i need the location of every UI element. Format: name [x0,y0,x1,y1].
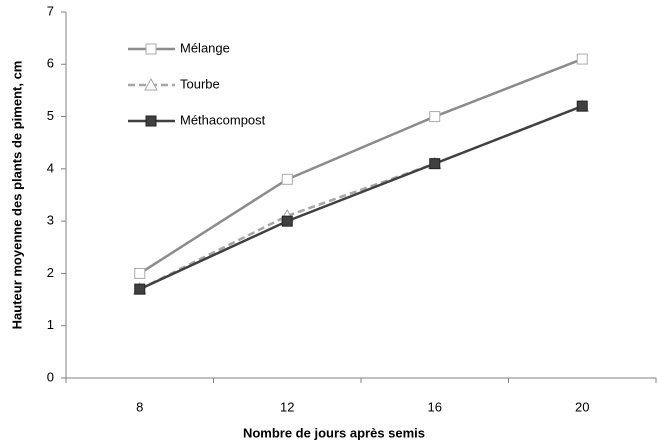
marker [429,111,441,123]
y-tick-label: 2 [47,265,54,280]
legend-marker [145,115,157,127]
y-tick-label: 1 [47,317,54,332]
y-tick-label: 3 [47,213,54,228]
x-tick-label: 8 [136,399,143,414]
legend-marker [144,77,158,91]
y-tick-label: 5 [47,108,54,123]
legend-label: Mélange [180,40,230,55]
marker [576,100,588,112]
x-tick-label: 20 [575,399,589,414]
y-tick-label: 6 [47,56,54,71]
marker [429,158,441,170]
series-line [139,104,583,291]
y-axis-label: Hauteur moyenne des plants de piment, cm [9,61,24,330]
y-tick-label: 0 [47,369,54,384]
marker [576,53,588,65]
marker [134,283,146,295]
x-tick-label: 16 [428,399,442,414]
marker [281,215,293,227]
marker [134,267,146,279]
marker [281,173,293,185]
x-tick-label: 12 [280,399,294,414]
series-line [139,57,583,275]
x-axis-label: Nombre de jours après semis [243,425,425,440]
legend-label: Tourbe [180,76,220,91]
y-tick-label: 4 [47,160,54,175]
series-line [139,104,583,291]
y-tick-label: 7 [47,3,54,18]
legend-marker [145,43,157,55]
legend-label: Méthacompost [180,112,266,127]
